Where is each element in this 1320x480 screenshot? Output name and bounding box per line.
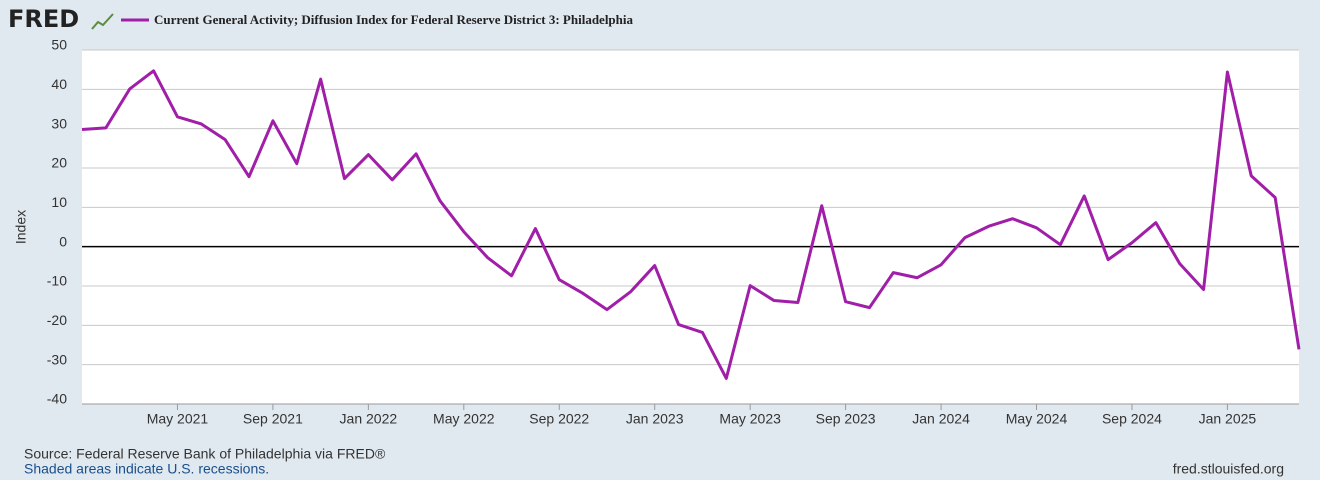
- y-tick-label: -20: [47, 312, 67, 328]
- x-tick-label: Sep 2022: [529, 411, 589, 427]
- y-tick-label: 0: [59, 233, 67, 249]
- x-tick-label: Jan 2025: [1199, 411, 1257, 427]
- x-tick-label: Jan 2024: [912, 411, 970, 427]
- x-tick-label: Jan 2022: [340, 411, 398, 427]
- x-tick-label: Sep 2024: [1102, 411, 1162, 427]
- site-url[interactable]: fred.stlouisfed.org: [1173, 461, 1284, 477]
- x-tick-label: Jan 2023: [626, 411, 684, 427]
- x-tick-label: Sep 2021: [243, 411, 303, 427]
- y-tick-label: 20: [51, 155, 67, 171]
- y-tick-label: 30: [51, 115, 67, 131]
- x-tick-label: May 2021: [147, 411, 209, 427]
- data-line: [81, 69, 1301, 380]
- source: Source: Federal Reserve Bank of Philadel…: [24, 446, 386, 462]
- x-tick-label: May 2023: [719, 411, 781, 427]
- y-axis-label: Index: [13, 210, 29, 244]
- plot-area: [82, 50, 1299, 404]
- y-tick-label: -40: [47, 391, 67, 407]
- y-tick-label: -10: [47, 273, 67, 289]
- y-tick-label: 50: [51, 37, 67, 53]
- x-tick-label: May 2024: [1006, 411, 1068, 427]
- y-tick-label: 40: [51, 76, 67, 92]
- x-tick-label: May 2022: [433, 411, 495, 427]
- y-tick-label: -30: [47, 351, 67, 367]
- logo-icon: [91, 13, 114, 30]
- x-tick-label: Sep 2023: [816, 411, 876, 427]
- recession-note[interactable]: Shaded areas indicate U.S. recessions.: [24, 461, 269, 477]
- y-tick-label: 10: [51, 194, 67, 210]
- legend-label: Current General Activity; Diffusion Inde…: [154, 12, 634, 27]
- logo: FRED: [8, 5, 79, 33]
